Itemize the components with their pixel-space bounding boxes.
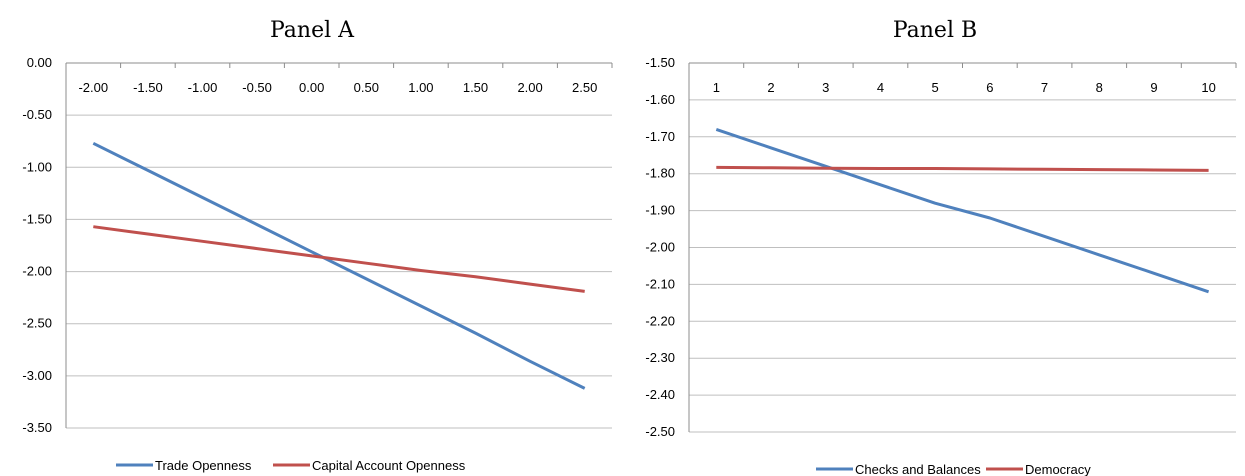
panel-b-y-ticks: -1.50 -1.60 -1.70 -1.80 -1.90 -2.00 -2.10 -2.20… — [645, 55, 675, 439]
panel-a-x-tick-label: 2.00 — [517, 80, 542, 95]
panel-b-x-tick-label: 7 — [1041, 80, 1048, 95]
panel-a-title: Panel A — [270, 18, 355, 43]
panel-a-x-tick-label: 2.50 — [572, 80, 597, 95]
panel-a-x-tick-label: 1.00 — [408, 80, 433, 95]
panel-b-y-tick-label: -1.70 — [645, 129, 675, 144]
panel-b-x-tick-label: 1 — [713, 80, 720, 95]
panel-b-y-tick-label: -1.50 — [645, 55, 675, 70]
panel-b-x-tick-label: 3 — [822, 80, 829, 95]
panel-a-legend: Trade Openness Capital Account Openness — [116, 458, 466, 473]
panel-b-series — [715, 127, 1210, 294]
panel-a-x-tick-label: 0.50 — [354, 80, 379, 95]
panel-b-y-tick-label: -1.90 — [645, 203, 675, 218]
panel-a-x-tick-label: 0.00 — [299, 80, 324, 95]
panel-a-y-ticks: 0.00 -0.50 -1.00 -1.50 -2.00 -2.50 -3.00 -3.50 — [22, 55, 52, 435]
panel-b-x-tick-label: 9 — [1150, 80, 1157, 95]
panel-b-y-tick-label: -2.30 — [645, 350, 675, 365]
panel-b-y-tick-label: -2.20 — [645, 313, 675, 328]
panel-a-chart: Panel A 0.00 -0.50 -1.00 -1.50 -2.00 -2.50 -3.… — [0, 0, 622, 476]
panel-a-y-tick-label: 0.00 — [27, 55, 52, 70]
panel-a-series-line-1 — [92, 141, 586, 390]
panel-b-chart: Panel B -1.50 -1.60 -1.70 -1.80 -1.90 -2.00 -2… — [623, 0, 1245, 476]
panel-b-y-tick-label: -1.80 — [645, 166, 675, 181]
panel-a-series — [92, 141, 586, 390]
panel-b-x-tick-label: 10 — [1201, 80, 1215, 95]
panel-b-title: Panel B — [893, 18, 977, 43]
panel-a-legend-label-2: Capital Account Openness — [312, 458, 466, 473]
panel-a-y-tick-label: -3.00 — [22, 368, 52, 383]
panel-b-x-tick-label: 6 — [986, 80, 993, 95]
panel-a-y-tick-label: -2.50 — [22, 316, 52, 331]
panel-a-x-tick-label: -2.00 — [78, 80, 108, 95]
panel-b-svg: Panel B -1.50 -1.60 -1.70 -1.80 -1.90 -2.00 -2… — [645, 18, 1237, 476]
panel-a-x-tick-label: -0.50 — [242, 80, 272, 95]
panel-b-y-tick-label: -1.60 — [645, 92, 675, 107]
panel-b-legend-label-2: Democracy — [1025, 462, 1091, 476]
panel-b-x-tick-label: 4 — [877, 80, 884, 95]
panel-b-x-ticks: 1 2 3 4 5 6 7 8 9 10 — [688, 63, 1237, 95]
panel-a-legend-label-1: Trade Openness — [155, 458, 252, 473]
panel-b-y-tick-label: -2.00 — [645, 240, 675, 255]
panel-a-series-line-2 — [93, 225, 585, 293]
panel-b-legend-label-1: Checks and Balances — [855, 462, 981, 476]
panel-a-x-ticks: -2.00 -1.50 -1.00 -0.50 0.00 0.50 1.00 1.50 2.00… — [65, 63, 613, 95]
panel-a-gridlines — [65, 62, 612, 429]
panel-a-y-tick-label: -3.50 — [22, 420, 52, 435]
panel-a-x-tick-label: -1.00 — [188, 80, 218, 95]
panel-b-x-tick-label: 8 — [1096, 80, 1103, 95]
panel-b-y-tick-label: -2.40 — [645, 387, 675, 402]
panel-b-y-tick-label: -2.10 — [645, 276, 675, 291]
panel-a-svg: Panel A 0.00 -0.50 -1.00 -1.50 -2.00 -2.50 -3.… — [22, 18, 613, 473]
panel-a-y-tick-label: -0.50 — [22, 107, 52, 122]
panel-a-x-tick-label: 1.50 — [463, 80, 488, 95]
panel-b-gridlines — [688, 62, 1236, 433]
panel-b-legend: Checks and Balances Democracy — [816, 462, 1091, 476]
panel-a-y-tick-label: -1.00 — [22, 159, 52, 174]
panel-b-y-tick-label: -2.50 — [645, 424, 675, 439]
panel-a-y-tick-label: -2.00 — [22, 264, 52, 279]
panel-b-x-tick-label: 2 — [767, 80, 774, 95]
panel-b-series-line-1 — [715, 127, 1210, 294]
panel-a-x-tick-label: -1.50 — [133, 80, 163, 95]
panel-b-series-line-2 — [716, 165, 1209, 172]
panel-b-x-tick-label: 5 — [932, 80, 939, 95]
panel-a-y-tick-label: -1.50 — [22, 211, 52, 226]
